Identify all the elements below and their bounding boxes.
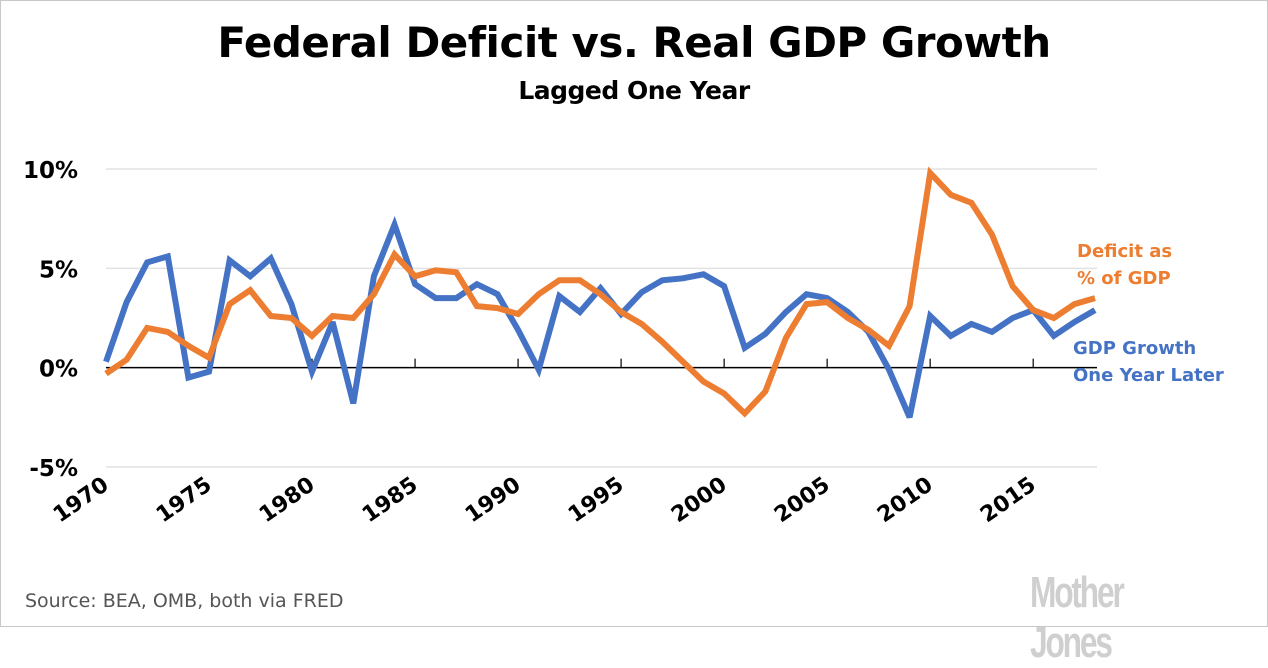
line-chart: 10%5%0%-5% 1970 1975 1980 1985 1990 1995 2000 2…	[23, 158, 1224, 528]
chart-subtitle: Lagged One Year	[518, 76, 750, 105]
x-tick-label: 1980	[255, 472, 319, 528]
y-tick-label: 5%	[39, 257, 78, 283]
deficit-line	[104, 166, 1096, 418]
x-tick-label: 1975	[152, 472, 216, 528]
y-tick-label: 10%	[23, 158, 78, 184]
x-tick-label: 2015	[976, 472, 1040, 528]
x-tick-label: 2010	[873, 472, 937, 528]
gdp-growth-line	[103, 215, 1097, 419]
x-tick-label: 1990	[461, 472, 525, 528]
x-tick-label: 2005	[770, 472, 834, 528]
x-axis-labels: 1970 1975 1980 1985 1990 1995 2000 2005 2010 2015	[49, 472, 1041, 528]
mother-jones-logo: Mother Jones	[1030, 568, 1125, 667]
x-tick-label: 1985	[358, 472, 422, 528]
gridlines	[106, 168, 1097, 468]
series-lines	[103, 166, 1097, 419]
deficit-label: Deficit as	[1077, 241, 1172, 262]
y-axis-labels: 10% 5% 0% -5%	[23, 158, 78, 482]
x-axis	[106, 358, 1097, 369]
y-tick-label: 0%	[39, 357, 78, 383]
gdp-growth-label: GDP Growth	[1073, 338, 1196, 359]
x-tick-label: 1995	[564, 472, 628, 528]
y-tick-label: -5%	[29, 456, 78, 482]
series-labels: GDP Growth One Year Later Deficit as % of G…	[1073, 241, 1224, 386]
x-tick-label: 2000	[667, 472, 731, 528]
source-note: Source: BEA, OMB, both via FRED	[25, 590, 344, 612]
gdp-growth-label: One Year Later	[1073, 365, 1224, 386]
deficit-label: % of GDP	[1077, 268, 1171, 289]
chart-title: Federal Deficit vs. Real GDP Growth	[217, 18, 1051, 67]
